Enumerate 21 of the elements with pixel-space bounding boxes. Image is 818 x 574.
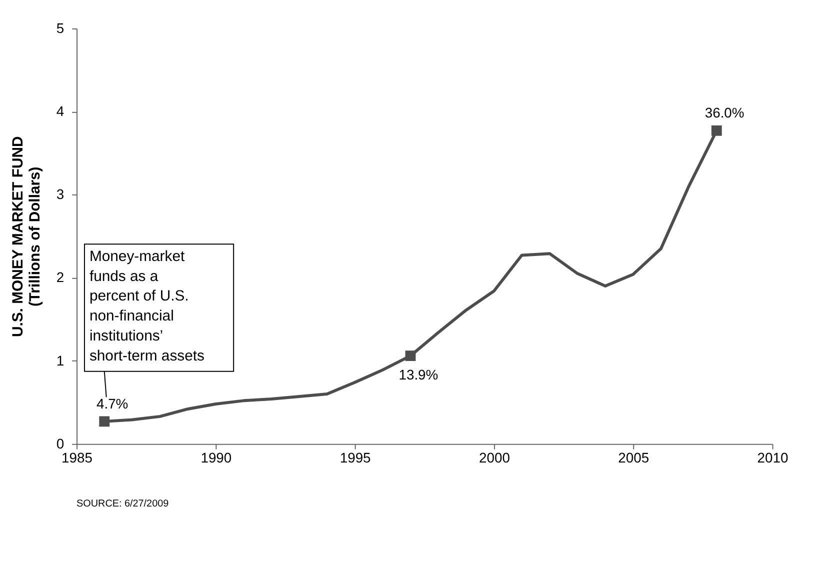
x-tick-label: 1995	[340, 449, 372, 466]
x-tick-label: 1990	[200, 449, 232, 466]
x-tick-label: 1985	[62, 449, 93, 466]
x-tick-label: 2005	[618, 449, 650, 466]
y-tick-label: 4	[56, 102, 64, 119]
x-tick-label: 2010	[757, 449, 789, 466]
annotation: 4.7%	[96, 396, 128, 412]
annotation: Money-market funds as a percent of U.S. non-financial institutions’ short-term assets	[89, 248, 204, 364]
source-note: SOURCE: 6/27/2009	[76, 498, 170, 510]
point	[405, 350, 416, 362]
y-tick-label: 3	[56, 186, 64, 202]
annotation: 13.9%	[398, 366, 438, 383]
point	[711, 125, 722, 136]
annotation: 36.0%	[704, 104, 744, 121]
y-tick-label: 0	[56, 435, 64, 452]
y-tick-label: 5	[56, 20, 64, 36]
y-axis-title: U.S. MONEY MARKET FUND (Trillions of Dollars)	[10, 136, 44, 338]
y-tick-label: 1	[56, 352, 64, 368]
x-tick-label: 2000	[479, 449, 510, 466]
point	[99, 416, 110, 427]
y-tick-label: 2	[56, 269, 64, 286]
